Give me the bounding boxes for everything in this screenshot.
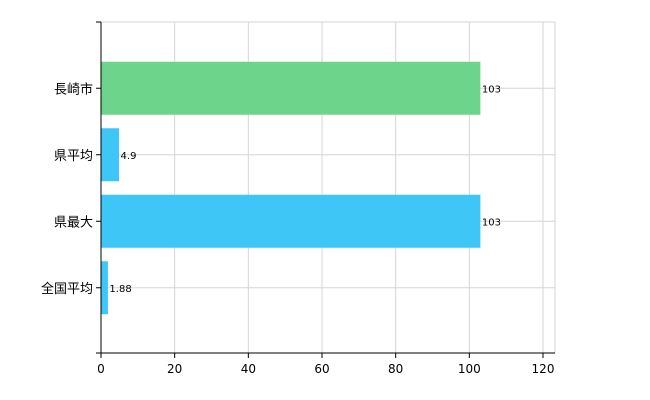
x-tick-label: 80 — [388, 362, 403, 376]
bars — [101, 61, 481, 315]
x-tick-label: 60 — [314, 362, 329, 376]
bar-3 — [101, 194, 481, 248]
bar-2 — [101, 128, 120, 182]
category-label: 県最大 — [54, 215, 93, 230]
category-label: 長崎市 — [54, 81, 93, 97]
category-label: 県平均 — [54, 149, 93, 164]
x-tick-label: 20 — [167, 362, 182, 376]
x-tick-label: 40 — [241, 362, 256, 376]
x-tick-label: 0 — [97, 362, 105, 376]
x-tick-label: 100 — [458, 362, 481, 376]
x-tick-label: 120 — [532, 362, 555, 376]
bar-4 — [101, 261, 108, 315]
data-label: 1.88 — [109, 284, 131, 295]
data-label: 103 — [482, 217, 501, 228]
data-label: 103 — [482, 84, 501, 95]
bar-1 — [101, 61, 481, 115]
axes — [96, 21, 555, 358]
category-label: 全国平均 — [41, 281, 93, 297]
data-label: 4.9 — [121, 151, 137, 162]
